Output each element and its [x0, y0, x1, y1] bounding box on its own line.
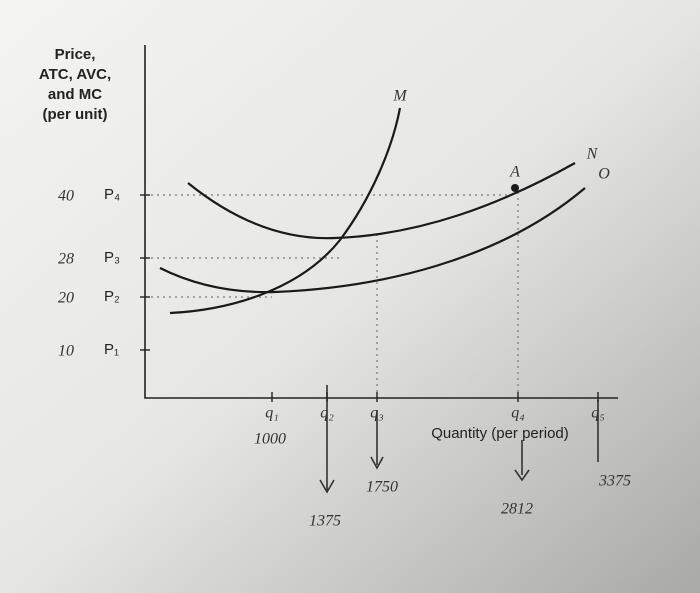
y-level-label: P₂ [104, 288, 120, 305]
y-level-label: P₁ [104, 341, 119, 358]
y-axis-label-line: Price, [55, 46, 96, 63]
x-levels: q₁ 1000 q₂ 1375 q₃ 1750 q₄ 2812 q₅ 3375 [254, 392, 631, 530]
curve-label: N [586, 146, 599, 163]
y-axis-label-line: ATC, AVC, [39, 66, 111, 83]
mc-curve [169, 107, 402, 315]
curve-label: M [392, 88, 408, 105]
x-level-note: 2812 [501, 501, 533, 518]
y-level-label: P₄ [104, 186, 120, 203]
x-level-note: 3375 [598, 473, 631, 490]
x-level-label: q₃ [370, 405, 384, 422]
y-level-label: P₃ [104, 249, 120, 266]
x-level-note: 1000 [254, 431, 286, 448]
x-level-label: q₄ [511, 405, 525, 422]
x-level-note: 1750 [366, 479, 398, 496]
x-level-note: 1375 [309, 513, 341, 530]
curve-label: O [598, 166, 610, 183]
y-level-note: 20 [58, 290, 74, 307]
y-axis-label-line: (per unit) [43, 106, 108, 123]
y-level-note: 10 [58, 343, 74, 360]
y-axis-label: Price, ATC, AVC, and MC (per unit) [39, 46, 111, 123]
point-label: A [509, 164, 520, 181]
x-level-label: q₁ [265, 405, 279, 422]
x-level-label: q₅ [591, 405, 605, 422]
handwritten-arrows [319, 385, 599, 494]
avc-curve [159, 187, 586, 294]
y-level-note: 40 [58, 188, 74, 205]
y-level-note: 28 [58, 251, 74, 268]
point-marker [511, 184, 519, 192]
guide-lines [145, 188, 519, 398]
atc-curve [187, 162, 576, 240]
y-axis-label-line: and MC [48, 86, 102, 103]
x-axis-label: Quantity (per period) [431, 425, 569, 442]
y-levels: P₄ 40 P₃ 28 P₂ 20 P₁ 10 [58, 186, 150, 360]
x-level-label: q₂ [320, 405, 334, 422]
axes [144, 45, 618, 399]
